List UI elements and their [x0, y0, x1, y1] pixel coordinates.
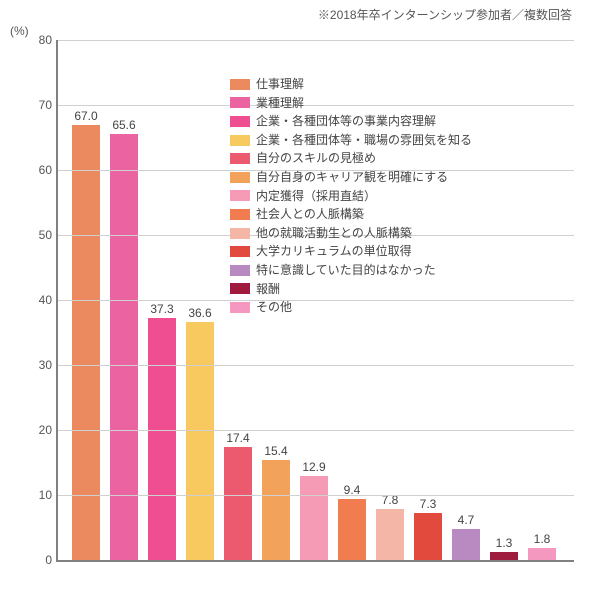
grid-line — [58, 365, 574, 366]
grid-line — [58, 495, 574, 496]
legend-row: 特に意識していた目的はなかった — [230, 261, 472, 280]
legend-swatch — [230, 265, 250, 276]
legend-row: その他 — [230, 298, 472, 317]
chart-container: ※2018年卒インターンシップ参加者／複数回答 (%) 67.0 65.6 37.3… — [0, 0, 600, 590]
bar-value-label: 17.4 — [226, 431, 249, 445]
legend-label: 大学カリキュラムの単位取得 — [256, 242, 412, 261]
grid-line — [58, 430, 574, 431]
legend-label: 自分自身のキャリア観を明確にする — [256, 168, 448, 187]
bar: 9.4 — [338, 499, 366, 560]
legend-label: 企業・各種団体等の事業内容理解 — [256, 112, 436, 131]
bar-value-label: 12.9 — [302, 460, 325, 474]
bar-value-label: 7.3 — [420, 497, 437, 511]
bar: 12.9 — [300, 476, 328, 560]
y-axis-unit: (%) — [10, 24, 29, 38]
chart-note: ※2018年卒インターンシップ参加者／複数回答 — [318, 6, 572, 23]
y-tick-label: 30 — [39, 358, 58, 372]
legend-row: 業種理解 — [230, 94, 472, 113]
bar-value-label: 15.4 — [264, 444, 287, 458]
bar: 36.6 — [186, 322, 214, 560]
legend-row: 社会人との人脈構築 — [230, 205, 472, 224]
legend-swatch — [230, 172, 250, 183]
legend-label: 企業・各種団体等・職場の雰囲気を知る — [256, 131, 472, 150]
bar: 1.3 — [490, 552, 518, 560]
grid-line — [58, 40, 574, 41]
bar: 65.6 — [110, 134, 138, 560]
bar: 4.7 — [452, 529, 480, 560]
bar-value-label: 1.8 — [534, 532, 551, 546]
bar: 15.4 — [262, 460, 290, 560]
legend-label: 他の就職活動生との人脈構築 — [256, 224, 412, 243]
bar-value-label: 37.3 — [150, 302, 173, 316]
bar-value-label: 67.0 — [74, 109, 97, 123]
legend-swatch — [230, 116, 250, 127]
legend-row: 報酬 — [230, 280, 472, 299]
legend: 仕事理解業種理解企業・各種団体等の事業内容理解企業・各種団体等・職場の雰囲気を知… — [230, 75, 472, 317]
legend-swatch — [230, 302, 250, 313]
bar-value-label: 1.3 — [496, 536, 513, 550]
y-tick-label: 70 — [39, 98, 58, 112]
legend-label: 報酬 — [256, 280, 280, 299]
legend-row: 企業・各種団体等・職場の雰囲気を知る — [230, 131, 472, 150]
bar: 7.3 — [414, 513, 442, 560]
legend-label: その他 — [256, 298, 292, 317]
bar: 1.8 — [528, 548, 556, 560]
legend-row: 仕事理解 — [230, 75, 472, 94]
legend-row: 他の就職活動生との人脈構築 — [230, 224, 472, 243]
legend-swatch — [230, 190, 250, 201]
legend-label: 業種理解 — [256, 94, 304, 113]
legend-swatch — [230, 135, 250, 146]
legend-swatch — [230, 97, 250, 108]
legend-swatch — [230, 79, 250, 90]
legend-label: 自分のスキルの見極め — [256, 149, 376, 168]
legend-row: 内定獲得（採用直結） — [230, 187, 472, 206]
legend-swatch — [230, 153, 250, 164]
legend-swatch — [230, 228, 250, 239]
y-tick-label: 10 — [39, 488, 58, 502]
legend-swatch — [230, 246, 250, 257]
legend-label: 特に意識していた目的はなかった — [256, 261, 436, 280]
legend-swatch — [230, 209, 250, 220]
legend-row: 大学カリキュラムの単位取得 — [230, 242, 472, 261]
y-tick-label: 80 — [39, 33, 58, 47]
legend-swatch — [230, 283, 250, 294]
y-tick-label: 60 — [39, 163, 58, 177]
bar-value-label: 65.6 — [112, 118, 135, 132]
bar-value-label: 36.6 — [188, 306, 211, 320]
bar: 7.8 — [376, 509, 404, 560]
legend-row: 自分のスキルの見極め — [230, 149, 472, 168]
y-tick-label: 40 — [39, 293, 58, 307]
bar: 37.3 — [148, 318, 176, 560]
legend-row: 企業・各種団体等の事業内容理解 — [230, 112, 472, 131]
legend-label: 内定獲得（採用直結） — [256, 187, 376, 206]
y-tick-label: 20 — [39, 423, 58, 437]
bar: 17.4 — [224, 447, 252, 560]
legend-label: 社会人との人脈構築 — [256, 205, 364, 224]
bar-value-label: 4.7 — [458, 513, 475, 527]
y-tick-label: 50 — [39, 228, 58, 242]
legend-label: 仕事理解 — [256, 75, 304, 94]
y-tick-label: 0 — [45, 553, 58, 567]
legend-row: 自分自身のキャリア観を明確にする — [230, 168, 472, 187]
